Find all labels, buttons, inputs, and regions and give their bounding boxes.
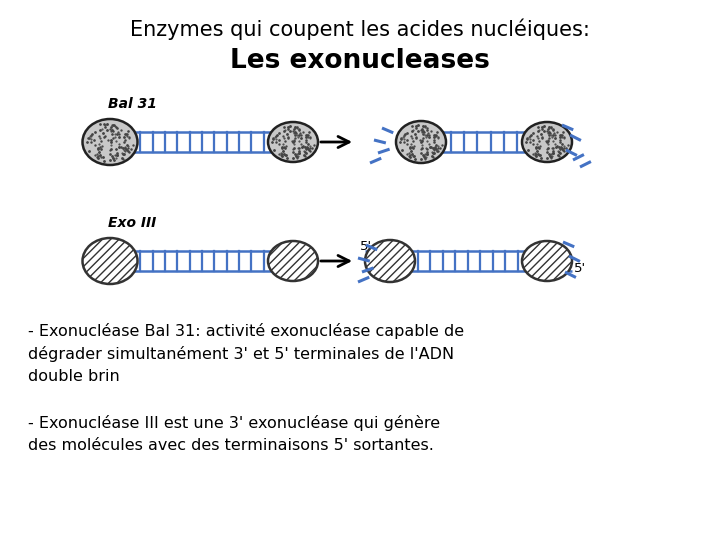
Ellipse shape [396,121,446,163]
Text: Exo III: Exo III [108,216,156,230]
Text: - Exonucléase Bal 31: activité exonucléase capable de
dégrader simultanément 3' : - Exonucléase Bal 31: activité exonucléa… [28,323,464,384]
Text: - Exonucléase III est une 3' exonucléase qui génère
des molécules avec des termi: - Exonucléase III est une 3' exonucléase… [28,415,440,453]
Ellipse shape [365,240,415,282]
Text: 5': 5' [360,240,372,253]
Ellipse shape [83,119,138,165]
Text: 5': 5' [574,261,586,274]
Text: Les exonucleases: Les exonucleases [230,48,490,74]
Ellipse shape [522,241,572,281]
Ellipse shape [522,122,572,162]
Ellipse shape [268,122,318,162]
Ellipse shape [83,238,138,284]
Text: Enzymes qui coupent les acides nucléiques:: Enzymes qui coupent les acides nucléique… [130,18,590,39]
Ellipse shape [268,241,318,281]
Text: Bal 31: Bal 31 [108,97,157,111]
